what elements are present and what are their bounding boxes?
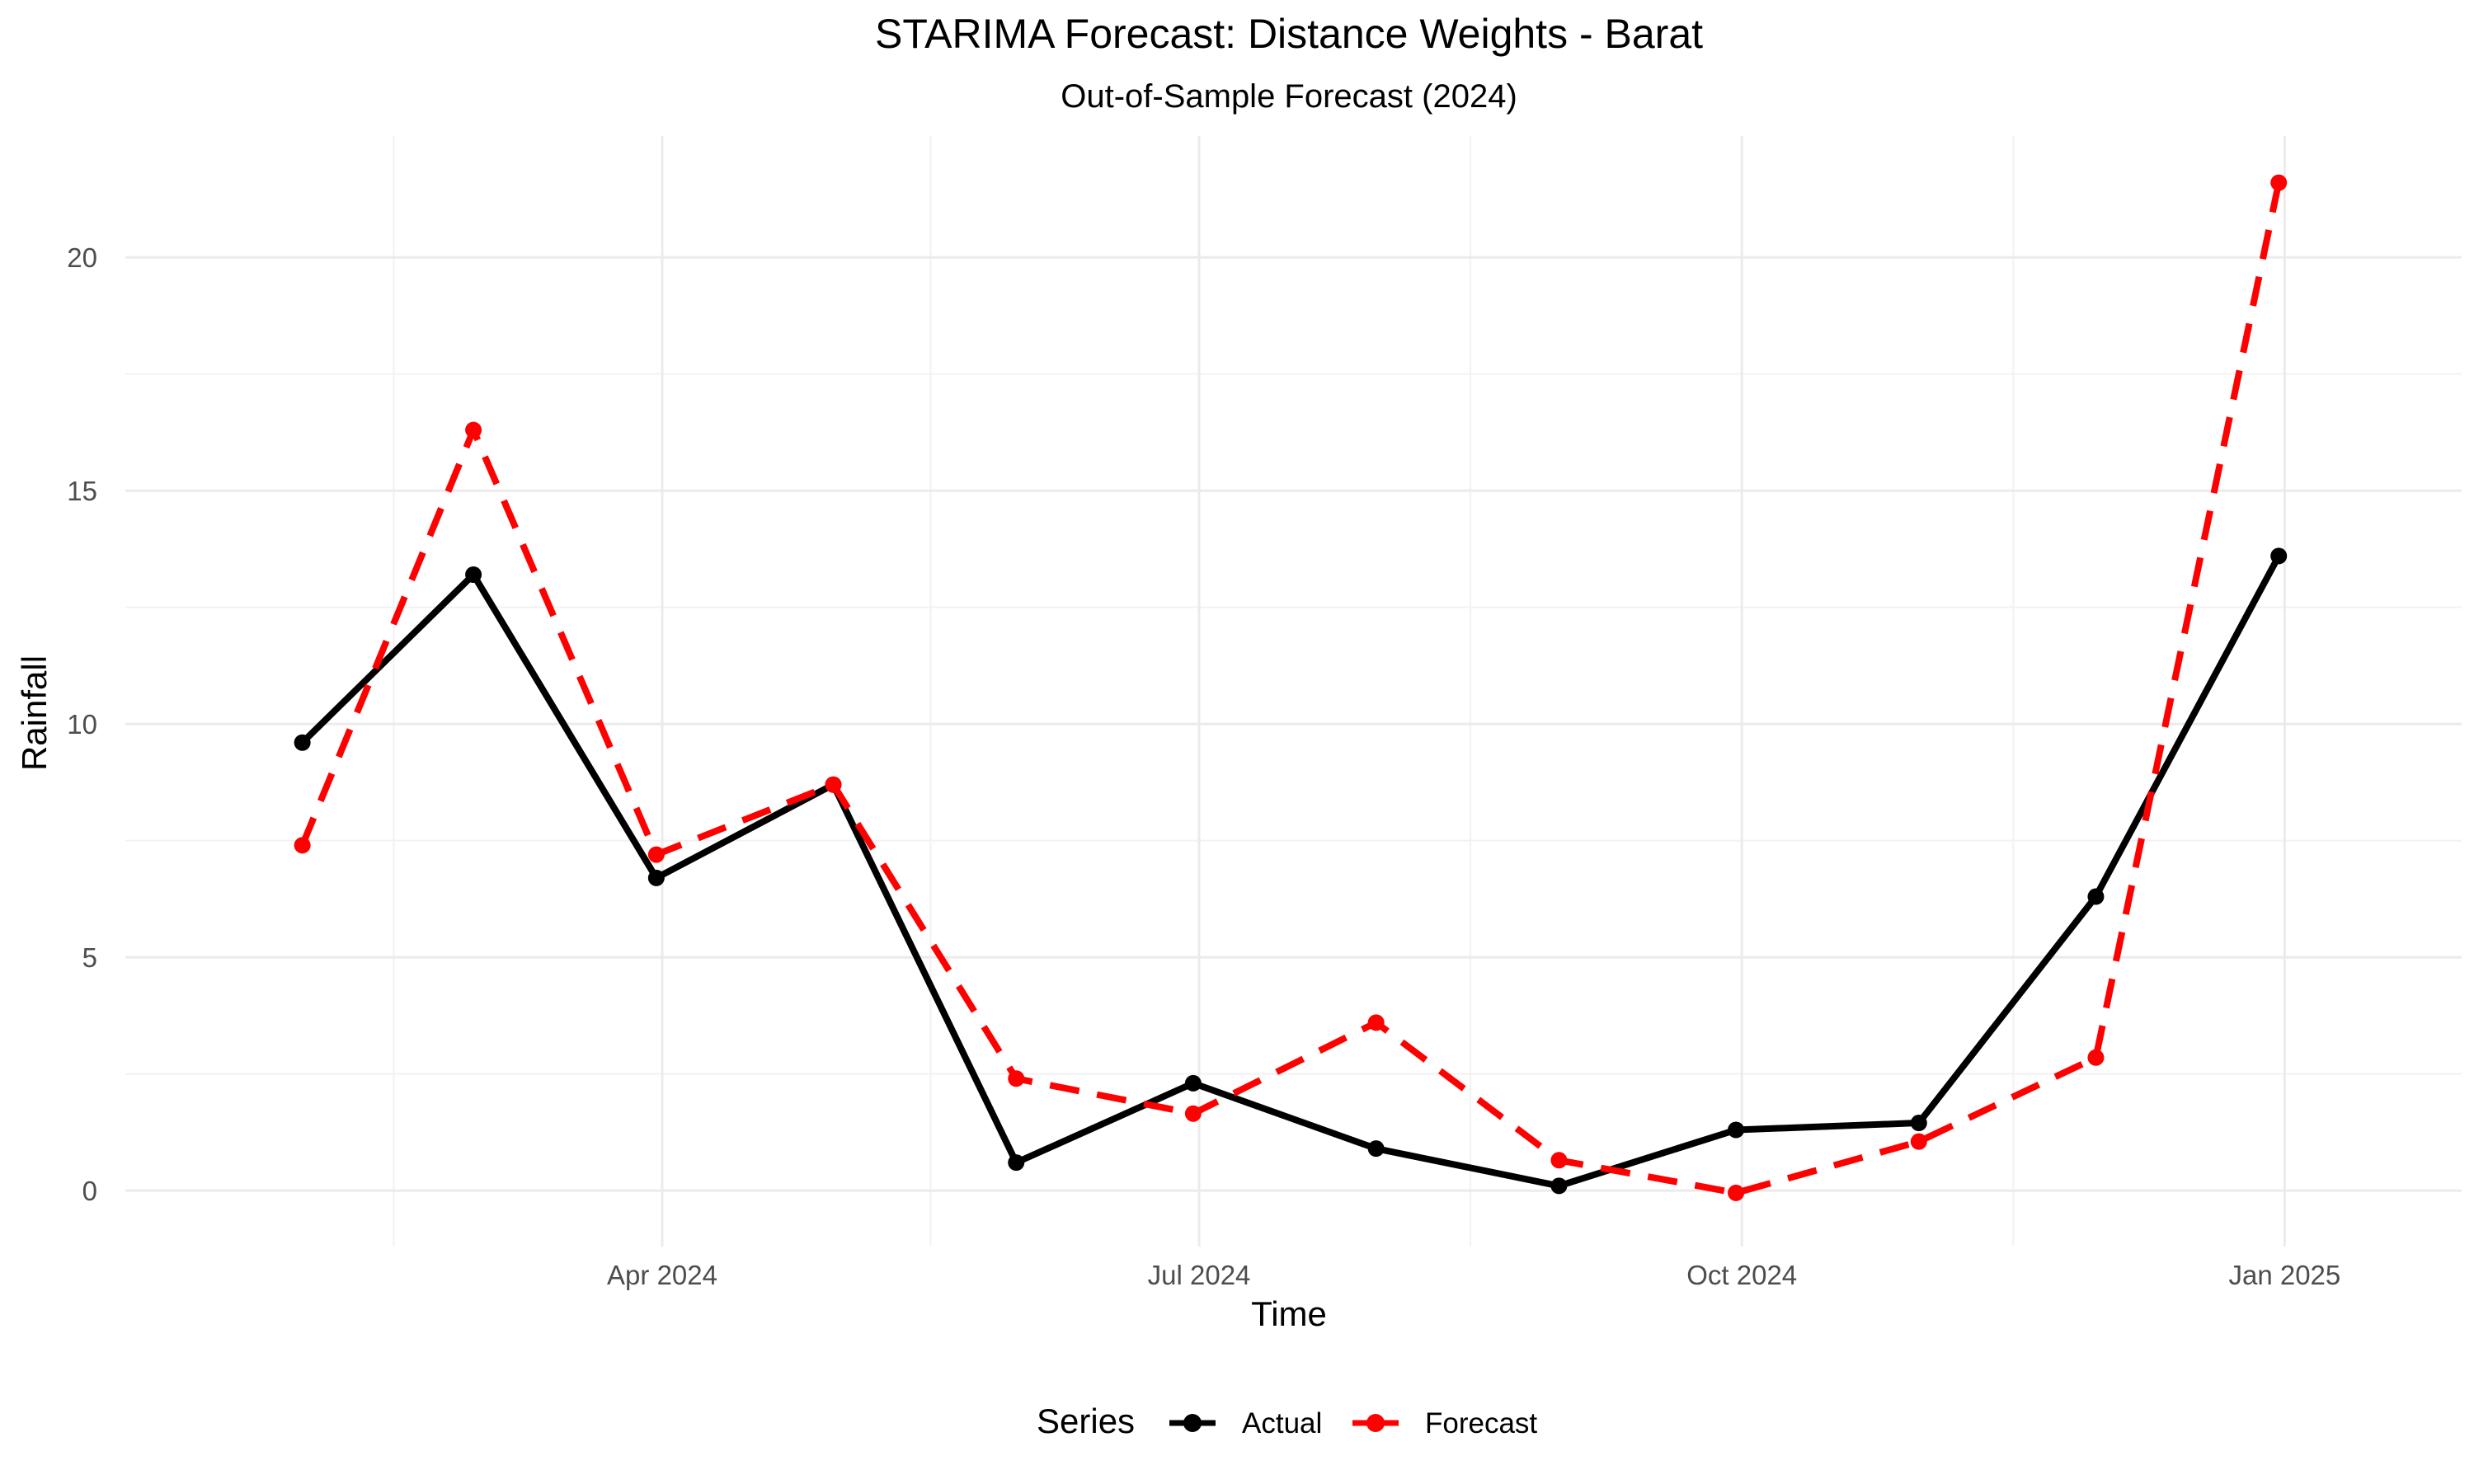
data-point-forecast	[1550, 1152, 1568, 1169]
legend-title: Series	[1037, 1402, 1135, 1440]
data-point-forecast	[1910, 1133, 1927, 1150]
data-point-forecast	[825, 776, 842, 793]
legend-item-actual: Actual	[1169, 1407, 1322, 1439]
data-point-actual	[647, 869, 665, 886]
data-point-forecast	[465, 421, 482, 439]
data-point-forecast	[1184, 1105, 1202, 1122]
data-point-actual	[1910, 1115, 1927, 1132]
data-point-forecast	[647, 846, 665, 863]
data-point-actual	[2270, 547, 2288, 565]
data-point-forecast	[1367, 1014, 1385, 1031]
data-point-actual	[294, 734, 311, 751]
y-tick-label: 15	[67, 476, 97, 506]
y-axis-title: Rainfall	[15, 655, 54, 771]
x-axis-title: Time	[1251, 1294, 1327, 1333]
data-point-forecast	[1728, 1184, 1745, 1201]
series	[294, 174, 2288, 1201]
data-point-forecast	[1008, 1070, 1025, 1087]
y-tick-label: 5	[82, 942, 97, 973]
y-tick-label: 20	[67, 242, 97, 273]
y-tick-label: 0	[82, 1176, 97, 1206]
chart-subtitle: Out-of-Sample Forecast (2024)	[1061, 78, 1517, 115]
data-point-forecast	[294, 837, 311, 854]
data-point-actual	[1550, 1177, 1568, 1195]
data-point-forecast	[2087, 1049, 2105, 1066]
legend-label-forecast: Forecast	[1425, 1407, 1537, 1439]
legend-key-actual-point	[1183, 1414, 1202, 1432]
legend-item-forecast: Forecast	[1352, 1407, 1537, 1439]
x-axis-ticks: Apr 2024 Jul 2024 Oct 2024 Jan 2025	[607, 1260, 2340, 1290]
series-actual	[294, 547, 2288, 1195]
x-tick-label: Oct 2024	[1686, 1260, 1797, 1290]
data-point-forecast	[2270, 174, 2288, 191]
data-point-actual	[2087, 888, 2105, 905]
data-point-actual	[465, 566, 482, 584]
series-line-actual	[299, 554, 2282, 1190]
grid	[125, 136, 2462, 1247]
data-point-actual	[1367, 1140, 1385, 1158]
chart-title: STARIMA Forecast: Distance Weights - Bar…	[875, 11, 1703, 57]
data-point-actual	[1008, 1154, 1025, 1172]
y-axis-ticks: 0 5 10 15 20	[67, 242, 97, 1206]
data-point-actual	[1184, 1074, 1202, 1092]
x-tick-label: Apr 2024	[607, 1260, 717, 1290]
data-point-actual	[1728, 1121, 1745, 1139]
series-forecast	[294, 174, 2288, 1201]
legend-label-actual: Actual	[1242, 1407, 1322, 1439]
legend-key-forecast-point	[1366, 1414, 1385, 1432]
series-line-forecast	[299, 181, 2283, 1196]
y-tick-label: 10	[67, 709, 97, 740]
legend: Series Actual Forecast	[1037, 1402, 1537, 1440]
x-tick-label: Jan 2025	[2228, 1260, 2340, 1290]
x-tick-label: Jul 2024	[1148, 1260, 1251, 1290]
